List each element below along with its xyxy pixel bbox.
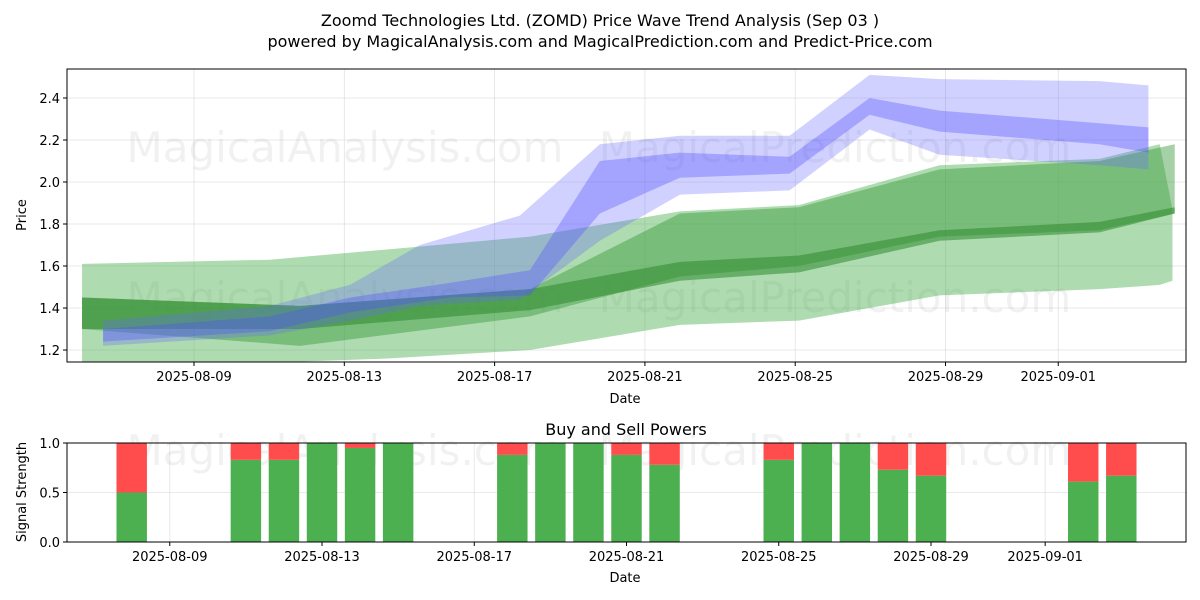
buy-bar (801, 443, 833, 542)
buy-bar (268, 459, 300, 542)
y-tick-label: 0.0 (39, 536, 60, 551)
sell-bar (1068, 443, 1099, 482)
x-tick-label: 2025-08-29 (893, 550, 969, 565)
sell-bar (230, 443, 262, 460)
signal-chart: 2025-08-09 2025-08-13 2025-08-17 2025-08-21… (39, 426, 1187, 565)
price-ylabel: Price (15, 199, 30, 231)
signal-title: Buy and Sell Powers (545, 420, 707, 439)
band-blue-wide (103, 74, 1149, 346)
x-tick-label: 2025-08-17 (457, 370, 533, 385)
sell-bar (915, 443, 947, 476)
buy-bar (649, 464, 680, 542)
y-tick-label: 1.2 (39, 344, 60, 359)
buy-bar (306, 443, 338, 542)
x-tick-label: 2025-08-09 (132, 550, 208, 565)
buy-bar (915, 475, 947, 542)
buy-bar (611, 454, 642, 542)
buy-bar (382, 443, 414, 542)
sell-bar (611, 443, 642, 455)
sell-bar (497, 443, 528, 455)
watermark: MagicalAnalysis.com (127, 123, 564, 172)
sell-bar (1106, 443, 1137, 476)
band-green-core (82, 207, 1175, 330)
x-tick-label: 2025-09-01 (1020, 370, 1096, 385)
buy-bar (230, 459, 262, 542)
x-tick-label: 2025-08-17 (436, 550, 512, 565)
buy-bar (1068, 481, 1099, 542)
sell-bar (344, 443, 376, 448)
band-blue-core (103, 97, 1149, 342)
band-green-mid (82, 144, 1175, 346)
price-chart: 2025-08-09 2025-08-13 2025-08-17 2025-08-21… (39, 68, 1187, 385)
price-xlabel: Date (609, 392, 640, 407)
buy-bar (763, 459, 794, 542)
watermark: MagicalPrediction.com (599, 123, 1072, 172)
y-tick-label: 2.4 (39, 92, 60, 107)
x-tick-label: 2025-08-25 (741, 550, 817, 565)
buy-bar (535, 443, 566, 542)
sell-bar (763, 443, 794, 460)
buy-bar (1106, 475, 1137, 542)
buy-bar (573, 443, 604, 542)
buy-bar (497, 454, 528, 542)
x-tick-label: 2025-08-29 (908, 370, 984, 385)
signal-xlabel: Date (609, 571, 640, 586)
buy-bar (116, 492, 147, 542)
sell-bar (877, 443, 909, 470)
bands (82, 74, 1175, 362)
y-tick-label: 2.2 (39, 134, 60, 149)
x-tick-label: 2025-09-01 (1007, 550, 1083, 565)
signal-ylabel: Signal Strength (15, 442, 30, 542)
y-tick-label: 1.8 (39, 218, 60, 233)
y-tick-label: 2.0 (39, 176, 60, 191)
sell-bar (116, 443, 147, 493)
y-tick-label: 0.5 (39, 487, 60, 502)
y-tick-label: 1.0 (39, 437, 60, 452)
sell-bar (649, 443, 680, 465)
sell-bar (268, 443, 300, 460)
signal-axes-frame (66, 442, 1187, 543)
buy-bar (839, 443, 871, 542)
x-tick-label: 2025-08-13 (284, 550, 360, 565)
x-tick-label: 2025-08-25 (757, 370, 833, 385)
x-tick-label: 2025-08-21 (589, 550, 665, 565)
y-tick-label: 1.6 (39, 260, 60, 275)
x-tick-label: 2025-08-09 (156, 370, 232, 385)
y-tick-label: 1.4 (39, 302, 60, 317)
x-tick-label: 2025-08-21 (607, 370, 683, 385)
chart-title: Zoomd Technologies Ltd. (ZOMD) Price Wav… (321, 11, 879, 30)
x-tick-label: 2025-08-13 (307, 370, 383, 385)
chart-subtitle: powered by MagicalAnalysis.com and Magic… (267, 32, 932, 51)
buy-bar (344, 447, 376, 542)
price-axes-frame (66, 68, 1187, 363)
buy-bar (877, 469, 909, 542)
